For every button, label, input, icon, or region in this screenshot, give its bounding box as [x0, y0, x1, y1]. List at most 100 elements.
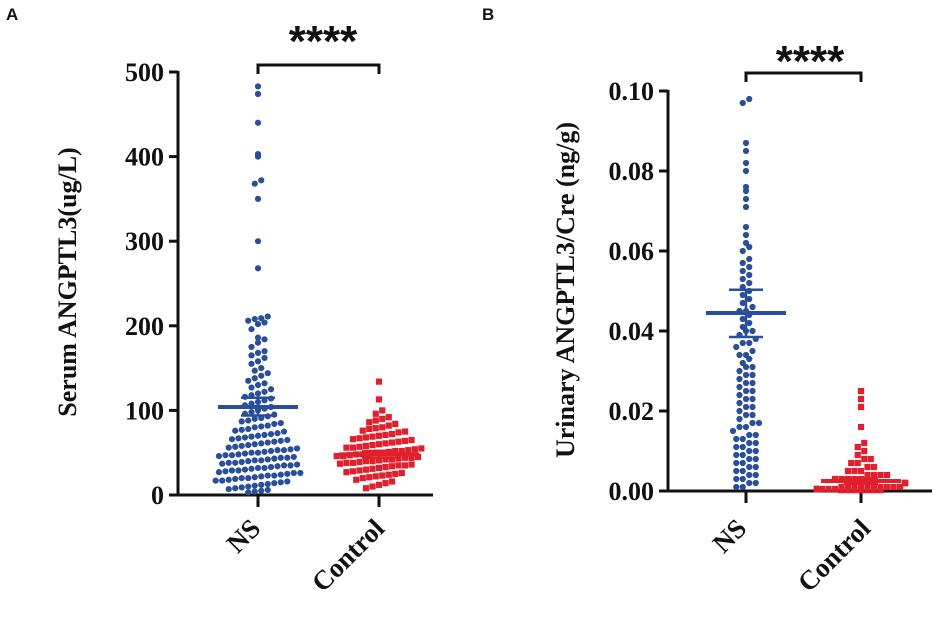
data-point-ns: [228, 452, 236, 459]
data-point-ns: [225, 444, 232, 451]
y-tick-label: 500: [125, 58, 164, 87]
data-point-ns: [746, 95, 753, 103]
y-tick-label: 0.04: [609, 317, 655, 346]
data-point-control: [362, 466, 370, 473]
data-point-ns: [280, 462, 288, 469]
data-point-ns: [251, 488, 258, 495]
data-point-control: [343, 444, 350, 451]
data-point-ns: [739, 467, 746, 475]
data-point-control: [864, 483, 871, 491]
data-point-control: [857, 487, 865, 494]
data-point-ns: [287, 462, 294, 469]
data-point-ns: [729, 427, 737, 435]
data-point-ns: [733, 435, 740, 443]
significance-bracket: [744, 71, 863, 82]
data-point-ns: [248, 343, 255, 351]
data-point-control: [844, 483, 852, 491]
data-point-control: [864, 471, 871, 479]
data-point-control: [838, 487, 845, 494]
data-point-ns: [251, 482, 258, 489]
data-point-control: [379, 472, 386, 479]
data-point-ns: [258, 487, 265, 494]
data-point-control: [359, 474, 366, 482]
data-point-control: [372, 417, 379, 424]
data-point-control: [392, 420, 399, 428]
data-point-ns: [746, 319, 753, 327]
data-point-ns: [746, 263, 753, 271]
data-point-ns: [749, 303, 756, 311]
data-point-control: [861, 455, 868, 463]
data-point-ns: [284, 454, 291, 461]
data-point-ns: [746, 295, 753, 303]
data-point-ns: [215, 452, 223, 460]
data-point-ns: [254, 349, 262, 356]
data-point-ns: [251, 457, 258, 464]
data-point-ns: [739, 483, 746, 491]
data-point-control: [333, 452, 340, 460]
data-point-control: [375, 396, 383, 403]
data-point-ns: [245, 489, 252, 496]
data-point-control: [844, 487, 852, 494]
data-point-control: [336, 460, 344, 467]
significance-label-b: ****: [776, 37, 845, 86]
data-point-control: [369, 465, 376, 472]
data-point-ns: [290, 469, 297, 477]
data-point-control: [864, 487, 871, 494]
data-point-control: [901, 479, 909, 487]
data-point-control: [369, 441, 376, 449]
data-point-ns: [251, 375, 258, 382]
data-point-ns: [739, 315, 746, 323]
data-point-ns: [264, 370, 271, 377]
data-point-ns: [749, 403, 756, 411]
data-point-ns: [746, 271, 753, 279]
data-point-ns: [254, 195, 262, 202]
data-point-control: [379, 407, 386, 414]
data-point-control: [838, 483, 845, 491]
data-point-ns: [254, 390, 262, 397]
data-point-ns: [238, 484, 245, 491]
data-point-ns: [739, 299, 746, 307]
data-point-ns: [739, 267, 746, 275]
data-point-control: [388, 439, 396, 446]
data-point-ns: [261, 464, 268, 472]
data-point-control: [388, 478, 396, 485]
data-point-control: [870, 483, 878, 491]
data-point-ns: [222, 468, 229, 475]
data-point-ns: [235, 451, 242, 458]
data-point-ns: [225, 476, 232, 483]
data-point-ns: [232, 475, 239, 483]
data-point-ns: [746, 463, 753, 471]
panel-letter-a: A: [6, 5, 18, 24]
data-point-control: [392, 470, 399, 477]
data-point-control: [414, 453, 422, 461]
data-point-ns: [258, 177, 265, 184]
y-axis-title-b: Urinary ANGPTL3/Cre (ng/g): [551, 122, 580, 458]
y-tick-label: 0: [151, 481, 164, 510]
data-point-control: [401, 428, 409, 435]
data-point-control: [343, 459, 350, 466]
data-point-ns: [742, 187, 750, 195]
data-point-control: [857, 403, 865, 411]
data-point-ns: [733, 451, 740, 459]
data-point-ns: [274, 430, 281, 437]
data-point-control: [395, 462, 402, 469]
data-point-control: [418, 445, 425, 452]
data-point-ns: [267, 447, 275, 455]
data-point-ns: [742, 159, 750, 167]
data-point-control: [356, 435, 363, 442]
data-point-ns: [254, 265, 262, 272]
data-point-ns: [254, 238, 262, 245]
data-point-ns: [746, 255, 753, 263]
data-point-control: [890, 483, 897, 491]
data-point-ns: [258, 457, 265, 464]
y-tick-label: 100: [125, 396, 164, 425]
data-point-ns: [251, 424, 258, 431]
data-point-ns: [290, 453, 297, 461]
category-label-ns-b: NS: [707, 513, 753, 559]
data-point-ns: [228, 467, 236, 474]
data-point-ns: [248, 449, 255, 456]
data-point-control: [857, 483, 865, 491]
data-point-ns: [271, 455, 278, 462]
category-label-control-b: Control: [792, 513, 877, 598]
